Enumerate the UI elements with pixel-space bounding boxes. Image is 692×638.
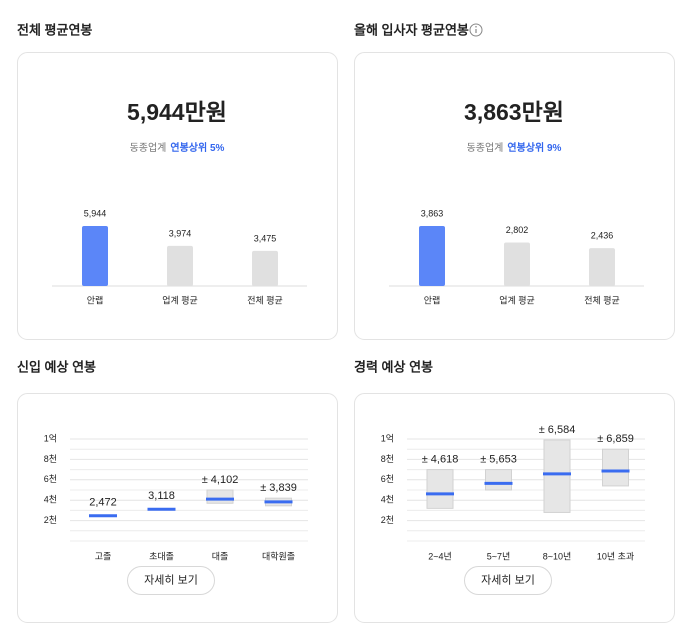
bar <box>589 248 615 286</box>
category-label: 업계 평균 <box>162 294 198 305</box>
value-label: 2,436 <box>591 231 614 241</box>
subtitle: 동종업계 연봉상위 9% <box>467 141 562 154</box>
bar <box>167 245 193 286</box>
section-title: 경력 예상 연봉 <box>354 359 433 374</box>
y-tick-label: 8천 <box>381 454 394 464</box>
category-label: 초대졸 <box>149 551 174 561</box>
range-box <box>485 469 512 491</box>
value-label: 2,802 <box>506 225 529 235</box>
info-icon[interactable] <box>469 23 483 37</box>
category-label: 안랩 <box>424 294 441 305</box>
bar <box>419 226 445 286</box>
subtitle-highlight: 연봉상위 5% <box>170 141 224 154</box>
headline: 5,944만원 <box>127 99 227 125</box>
panel <box>17 393 338 623</box>
category-label: 전체 평균 <box>247 295 283 305</box>
bar <box>252 250 278 286</box>
value-label: 5,944 <box>84 208 107 218</box>
value-label: 2,472 <box>89 497 117 509</box>
value-label: 3,863 <box>421 208 444 218</box>
detail-button[interactable]: 자세히 보기 <box>127 566 215 595</box>
category-label: 10년 초과 <box>597 551 634 561</box>
y-tick-label: 2천 <box>44 515 57 525</box>
section-title: 올해 입사자 평균연봉 <box>354 22 469 37</box>
y-tick-label: 4천 <box>381 495 394 505</box>
subtitle-highlight: 연봉상위 9% <box>507 141 561 154</box>
y-tick-label: 2천 <box>381 515 394 525</box>
category-label: 대학원졸 <box>262 551 295 561</box>
value-label: 3,118 <box>148 490 175 502</box>
subtitle: 동종업계 연봉상위 5% <box>130 141 225 154</box>
detail-button[interactable]: 자세히 보기 <box>464 566 552 595</box>
y-tick-label: 1억 <box>381 432 394 443</box>
y-tick-label: 6천 <box>381 474 394 484</box>
button-frame <box>127 566 215 595</box>
bar <box>504 242 530 286</box>
category-label: 전체 평균 <box>584 295 620 305</box>
section-title: 신입 예상 연봉 <box>17 359 96 374</box>
panel <box>354 393 675 623</box>
subtitle-text: 동종업계 <box>467 141 504 154</box>
range-box <box>602 448 629 487</box>
value-label: ± 3,839 <box>260 482 297 494</box>
y-tick-label: 6천 <box>44 474 57 484</box>
y-tick-label: 1억 <box>44 432 57 443</box>
category-label: 업계 평균 <box>499 294 535 305</box>
value-label: ± 4,102 <box>202 474 239 486</box>
y-tick-label: 8천 <box>44 454 57 464</box>
category-label: 안랩 <box>87 294 104 305</box>
value-label: ± 6,859 <box>597 433 634 445</box>
category-label: 5~7년 <box>487 551 511 561</box>
range-box <box>426 469 454 509</box>
button-frame <box>464 566 552 595</box>
range-box <box>206 489 234 504</box>
button-label: 자세히 보기 <box>481 572 535 586</box>
category-label: 2~4년 <box>428 551 452 561</box>
value-label: 3,475 <box>254 233 277 243</box>
headline: 3,863만원 <box>464 99 564 125</box>
range-box <box>543 439 571 513</box>
category-label: 고졸 <box>95 551 112 561</box>
subtitle-text: 동종업계 <box>130 141 167 154</box>
value-label: ± 4,618 <box>422 454 459 466</box>
value-label: ± 5,653 <box>480 454 517 466</box>
value-label: 3,974 <box>169 228 192 238</box>
y-tick-label: 4천 <box>44 495 57 505</box>
category-label: 대졸 <box>212 551 229 561</box>
category-label: 8~10년 <box>543 551 572 561</box>
section-title: 전체 평균연봉 <box>17 22 92 37</box>
value-label: ± 6,584 <box>539 424 576 436</box>
button-label: 자세히 보기 <box>144 572 198 586</box>
bar <box>82 226 108 286</box>
